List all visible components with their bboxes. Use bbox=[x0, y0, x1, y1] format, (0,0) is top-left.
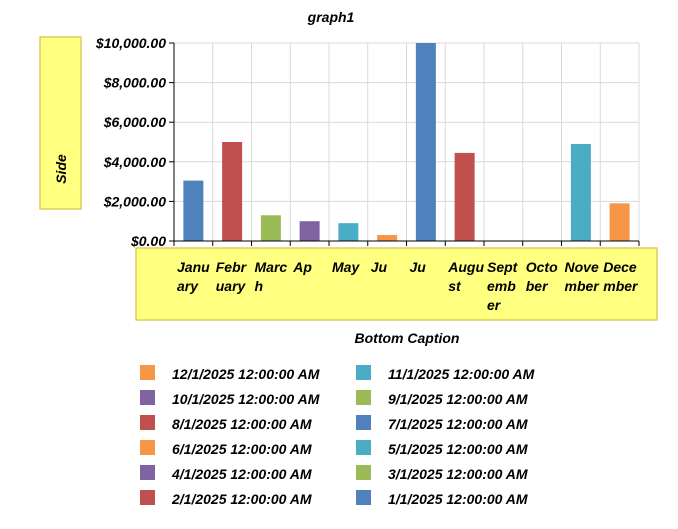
legend-label: 3/1/2025 12:00:00 AM bbox=[388, 466, 528, 482]
bar bbox=[415, 43, 436, 241]
y-tick-label: $6,000.00 bbox=[103, 114, 166, 130]
legend-swatch bbox=[356, 390, 371, 405]
legend-label: 12/1/2025 12:00:00 AM bbox=[172, 366, 320, 382]
legend-swatch bbox=[140, 465, 155, 480]
y-tick-label: $2,000.00 bbox=[103, 193, 166, 209]
gridlines bbox=[173, 42, 640, 241]
bar bbox=[222, 142, 243, 241]
x-tick-label: May bbox=[332, 259, 360, 275]
y-axis-title: Side bbox=[53, 154, 69, 184]
legend-label: 8/1/2025 12:00:00 AM bbox=[172, 416, 312, 432]
bar bbox=[570, 143, 591, 241]
x-tick-label: Ju bbox=[410, 259, 427, 275]
x-tick-label: Marc h bbox=[255, 259, 288, 294]
x-tick-label: Sept emb er bbox=[487, 259, 519, 313]
bar bbox=[338, 223, 359, 241]
bar bbox=[454, 152, 475, 241]
legend-label: 5/1/2025 12:00:00 AM bbox=[388, 441, 528, 457]
bar bbox=[183, 180, 204, 241]
x-axis-label-box bbox=[135, 247, 658, 321]
x-tick-label: Dece mber bbox=[603, 259, 639, 294]
legend-label: 7/1/2025 12:00:00 AM bbox=[388, 416, 528, 432]
y-tick-label: $0.00 bbox=[130, 233, 166, 249]
chart-title: graph1 bbox=[307, 9, 355, 25]
y-tick-label: $4,000.00 bbox=[103, 154, 166, 170]
legend-label: 1/1/2025 12:00:00 AM bbox=[388, 491, 528, 507]
legend-swatch bbox=[356, 465, 371, 480]
bars bbox=[183, 43, 630, 241]
legend-swatch bbox=[140, 440, 155, 455]
legend-label: 9/1/2025 12:00:00 AM bbox=[388, 391, 528, 407]
y-tick-label: $10,000.00 bbox=[95, 35, 166, 51]
legend-label: 11/1/2025 12:00:00 AM bbox=[388, 366, 535, 382]
legend-swatch bbox=[140, 390, 155, 405]
x-tick-label: Janu ary bbox=[177, 259, 210, 294]
x-axis-ticks bbox=[173, 241, 640, 246]
x-tick-label: Nove mber bbox=[565, 259, 601, 294]
legend-swatch bbox=[140, 415, 155, 430]
bar bbox=[609, 203, 630, 241]
bar bbox=[299, 221, 320, 241]
legend-label: 4/1/2025 12:00:00 AM bbox=[171, 466, 312, 482]
legend-swatch bbox=[356, 490, 371, 505]
legend-label: 2/1/2025 12:00:00 AM bbox=[171, 491, 312, 507]
legend-label: 10/1/2025 12:00:00 AM bbox=[172, 391, 320, 407]
y-tick-label: $8,000.00 bbox=[103, 75, 166, 91]
legend-label: 6/1/2025 12:00:00 AM bbox=[172, 441, 312, 457]
x-tick-label: Ju bbox=[371, 259, 388, 275]
legend: 12/1/2025 12:00:00 AM 11/1/2025 12:00:00 … bbox=[140, 365, 535, 507]
legend-swatch bbox=[356, 440, 371, 455]
legend-swatch bbox=[140, 490, 155, 505]
x-tick-label: Octo ber bbox=[526, 259, 558, 294]
bar bbox=[377, 235, 398, 241]
y-axis-title-box bbox=[39, 36, 82, 210]
legend-swatch bbox=[140, 365, 155, 380]
x-axis-title: Bottom Caption bbox=[355, 330, 460, 346]
x-tick-label: Augu st bbox=[447, 259, 484, 294]
bar bbox=[260, 215, 281, 241]
x-tick-label: Febr uary bbox=[216, 259, 248, 294]
y-axis-ticks: $0.00 $2,000.00 $4,000.00 $6,000.00 $8,000.0… bbox=[95, 35, 175, 249]
legend-swatch bbox=[356, 365, 371, 380]
legend-swatch bbox=[356, 415, 371, 430]
x-tick-label: Ap bbox=[292, 259, 312, 275]
